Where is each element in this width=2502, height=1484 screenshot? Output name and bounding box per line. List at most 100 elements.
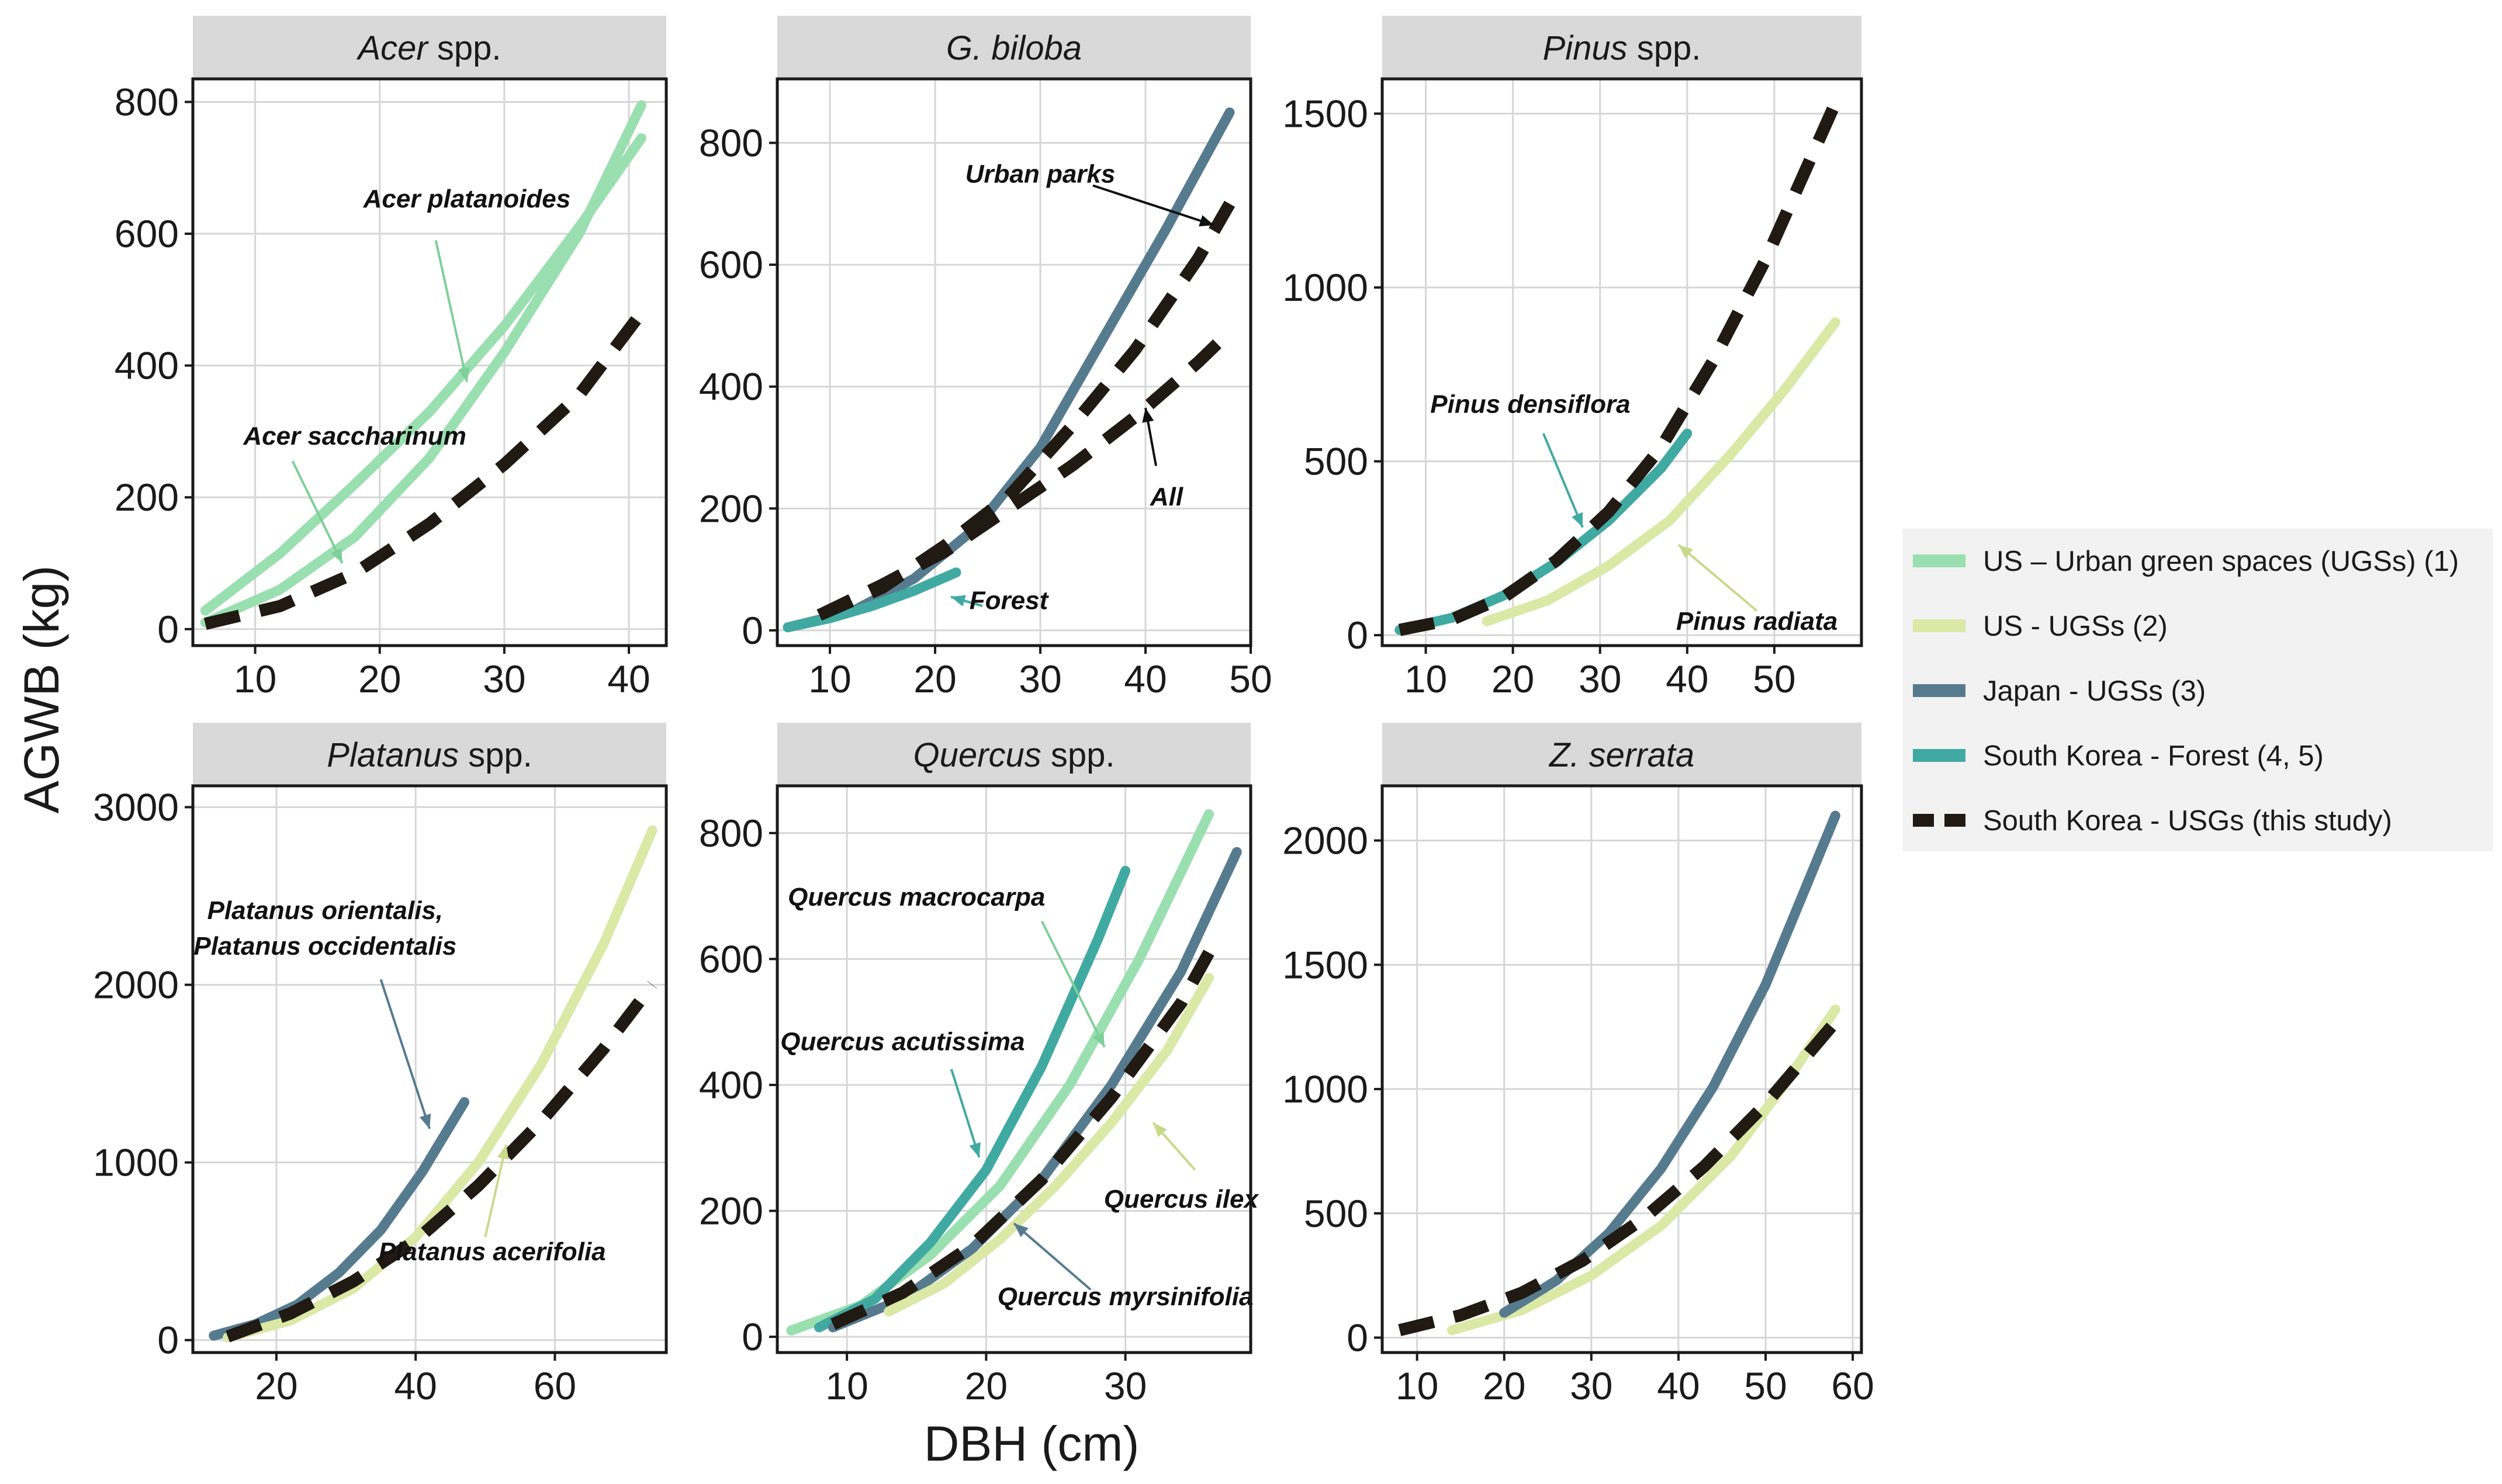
y-tick-label: 0 <box>157 608 179 651</box>
y-tick-label: 0 <box>1347 1316 1368 1359</box>
annotation-label: Quercus ilex <box>1104 1185 1259 1213</box>
annotation-arrow <box>950 1069 981 1158</box>
series-line-us-ugs2 <box>1446 1004 1840 1336</box>
panel-title: Z. serrata <box>1548 736 1694 774</box>
y-tick-label: 400 <box>699 365 763 408</box>
gridlines <box>1382 79 1861 646</box>
series-line-korea-ugs <box>225 981 657 1343</box>
annotation-arrowhead <box>458 367 470 382</box>
x-axis-title: DBH (cm) <box>924 1416 1140 1471</box>
annotation-arrow <box>291 460 344 564</box>
annotation-arrow <box>434 240 468 383</box>
panel-1: G. biloba Urban parks All Forest 10 20 30 40 50 0… <box>699 16 1272 701</box>
panel-border <box>1380 77 1863 647</box>
x-tick-label: 20 <box>913 657 956 701</box>
y-tick-label: 800 <box>699 122 763 165</box>
annotation-label: Acer saccharinum <box>243 422 466 450</box>
legend-label: US - UGSs (2) <box>1983 611 2168 642</box>
annotation-arrowhead <box>1142 408 1154 423</box>
panel-strip <box>1382 16 1861 79</box>
annotation-arrowhead <box>1093 1032 1105 1048</box>
annotation-arrow <box>379 979 431 1129</box>
panel-strip <box>193 723 666 786</box>
x-tick-label: 40 <box>1666 657 1708 701</box>
annotation-arrowhead <box>951 595 966 606</box>
gridlines <box>777 79 1252 646</box>
series-group <box>209 825 657 1343</box>
series-line-japan <box>828 847 1242 1333</box>
y-tick-label: 2000 <box>1282 819 1368 862</box>
panel-title: Quercus spp. <box>913 736 1115 774</box>
x-tick-label: 50 <box>1744 1364 1787 1407</box>
annotation-arrow <box>484 1144 507 1237</box>
y-tick-label: 0 <box>742 609 763 652</box>
series-line-us-ugs1 <box>200 100 646 627</box>
series-line-korea-forest <box>783 567 961 633</box>
annotation-label: Acer platanoides <box>363 185 571 213</box>
annotation-label: Pinus densiflora <box>1430 390 1630 418</box>
x-tick-label: 20 <box>1491 657 1534 701</box>
annotation-arrow <box>1677 543 1758 612</box>
y-tick-label: 800 <box>115 80 179 123</box>
series-line-korea-ugs <box>1398 100 1841 636</box>
x-tick-label: 50 <box>1229 657 1272 701</box>
y-tick-label: 400 <box>699 1063 763 1107</box>
panel-5: Z. serrata 10 20 30 40 50 60 0 500 1000 1500 2000 <box>1282 723 1874 1407</box>
panel-border <box>1380 784 1863 1354</box>
series-line-korea-ugs <box>203 309 646 630</box>
panel-strip <box>1382 723 1861 786</box>
annotation-arrowhead <box>1014 1223 1029 1237</box>
y-tick-label: 1000 <box>1282 1067 1368 1111</box>
annotation-label: Platanus occidentalis <box>193 932 456 961</box>
legend-label: Japan - UGSs (3) <box>1983 675 2206 707</box>
y-tick-label: 1000 <box>1282 266 1368 309</box>
y-tick-label: 600 <box>115 212 179 255</box>
panel-3: Platanus spp. Platanus orientalis, Platanu… <box>93 723 668 1407</box>
y-tick-label: 2000 <box>93 963 179 1007</box>
x-tick-label: 30 <box>1570 1364 1612 1407</box>
y-tick-label: 600 <box>699 243 763 286</box>
gridlines <box>193 786 666 1353</box>
series-line-japan <box>1499 810 1840 1318</box>
x-tick-label: 40 <box>1657 1364 1700 1407</box>
panel-strip <box>777 16 1251 79</box>
y-axis-title: AGWB (kg) <box>14 566 69 814</box>
annotation-arrowhead <box>1678 545 1693 559</box>
legend: US – Urban green spaces (UGSs) (1) US - U… <box>1902 529 2493 851</box>
annotation-label: All <box>1150 483 1183 511</box>
annotation-arrowhead <box>1572 512 1583 528</box>
panel-title: Acer spp. <box>356 29 501 67</box>
x-tick-label: 30 <box>1104 1364 1147 1407</box>
annotation-label: Urban parks <box>965 160 1116 188</box>
x-tick-label: 20 <box>1483 1364 1525 1407</box>
panel-0: Acer spp. Acer platanoides Acer saccharinu… <box>115 16 668 701</box>
series-group <box>786 809 1242 1336</box>
annotation-label: Quercus myrsinifolia <box>998 1282 1254 1311</box>
x-tick-label: 30 <box>483 657 525 701</box>
series-group <box>200 100 646 630</box>
panel-2: Pinus spp. Pinus densiflora Pinus radiata 1… <box>1282 16 1863 701</box>
annotation-arrowhead <box>419 1113 431 1129</box>
series-line-us-ugs2 <box>1482 317 1840 626</box>
annotation-arrow <box>1542 433 1584 528</box>
x-tick-label: 20 <box>965 1364 1008 1407</box>
series-group <box>1398 810 1840 1336</box>
gridlines <box>193 79 666 646</box>
y-tick-label: 3000 <box>93 785 179 828</box>
x-tick-label: 20 <box>255 1364 297 1407</box>
series-group <box>783 107 1236 633</box>
panel-title: Pinus spp. <box>1543 29 1701 67</box>
y-tick-label: 600 <box>699 937 763 980</box>
y-tick-label: 200 <box>699 487 763 530</box>
series-group <box>1394 100 1841 636</box>
x-tick-label: 10 <box>1396 1364 1438 1407</box>
annotation-arrowhead <box>331 548 342 564</box>
legend-label: US – Urban green spaces (UGSs) (1) <box>1983 546 2459 577</box>
series-line-us-ugs2 <box>884 973 1214 1317</box>
y-tick-label: 0 <box>742 1315 763 1358</box>
panel-strip <box>193 16 666 79</box>
annotation-arrow <box>1040 920 1106 1048</box>
annotation-label: Pinus radiata <box>1676 607 1837 636</box>
legend-label: South Korea - Forest (4, 5) <box>1983 740 2324 772</box>
